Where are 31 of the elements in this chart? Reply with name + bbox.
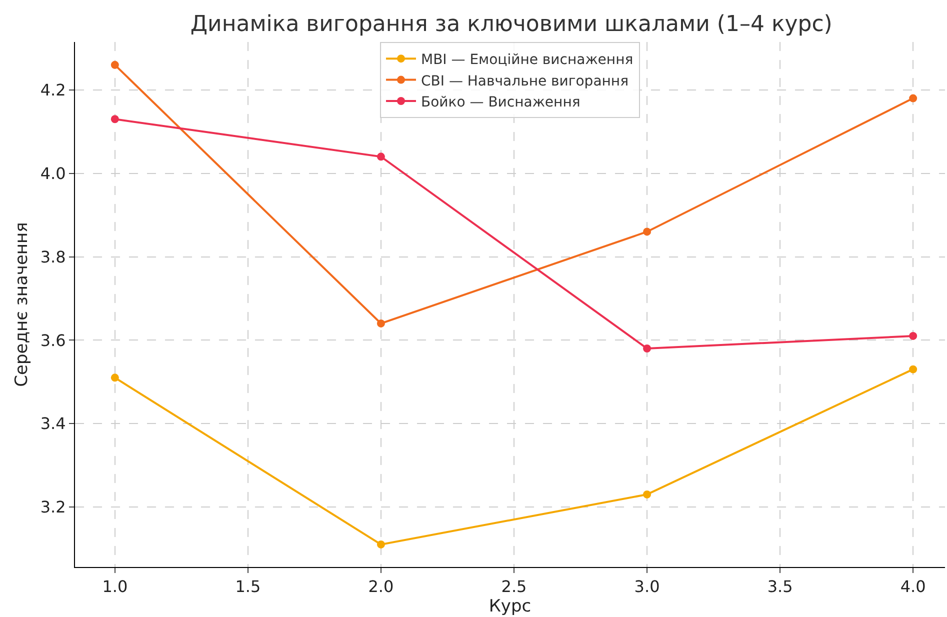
point xyxy=(376,152,385,161)
legend-label: CBI — Навчальне вигорання xyxy=(421,73,628,90)
x-axis-title: Курс xyxy=(488,596,532,617)
point xyxy=(110,115,119,124)
point xyxy=(110,374,119,382)
y-tick-label: 3.6 xyxy=(40,330,66,350)
y-tick-label: 3.8 xyxy=(40,247,66,266)
point xyxy=(909,365,918,374)
point xyxy=(909,332,918,340)
x-tick-label: 4.0 xyxy=(900,577,926,596)
point xyxy=(909,94,918,102)
point xyxy=(643,344,652,352)
point xyxy=(643,490,652,498)
legend-label: MBI — Емоційне виснаження xyxy=(421,52,634,68)
point xyxy=(110,60,119,69)
point xyxy=(643,228,652,236)
legend-label: Бойко — Виснаження xyxy=(421,94,580,110)
y-tick-label: 4.2 xyxy=(40,80,66,100)
x-tick-label: 3.5 xyxy=(767,577,793,596)
y-tick-label: 4.0 xyxy=(40,164,66,183)
y-tick-label: 3.4 xyxy=(40,414,66,434)
y-tick-label: 3.2 xyxy=(40,498,66,517)
chart-title: Динаміка вигорання за ключовими шкалами (1–4 курс) xyxy=(190,12,832,37)
x-tick-label: 1.5 xyxy=(235,577,261,596)
x-tick-label: 2.5 xyxy=(501,577,527,596)
y-axis-title: Середнє значення xyxy=(12,222,32,387)
x-tick-label: 1.0 xyxy=(102,577,128,596)
x-tick-label: 3.0 xyxy=(634,577,660,596)
point xyxy=(376,540,385,548)
point xyxy=(376,319,385,328)
x-tick-label: 2.0 xyxy=(368,577,394,596)
